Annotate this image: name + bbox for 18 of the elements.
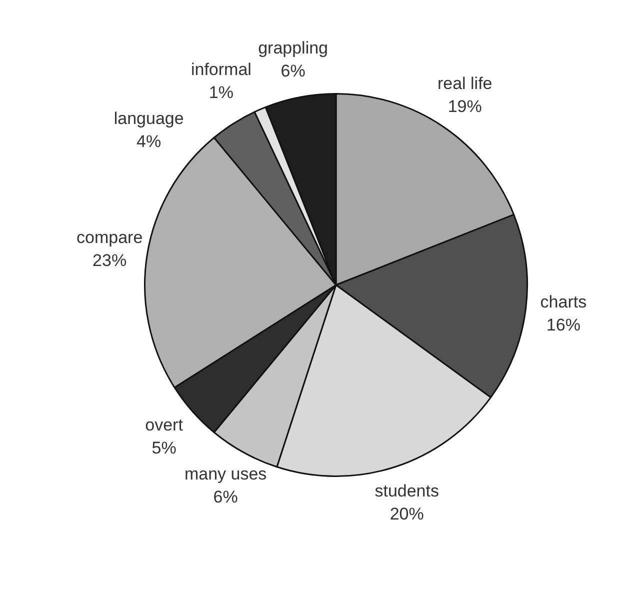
data-label: 6% — [280, 62, 306, 80]
data-label: 20% — [390, 504, 424, 524]
data-label: 16% — [546, 315, 580, 334]
slice-label: charts — [540, 292, 587, 312]
slice-label: many uses — [184, 464, 267, 484]
slice-label: grappling — [258, 38, 328, 58]
slice-label: real life — [437, 74, 492, 94]
data-label: 23% — [92, 250, 127, 270]
data-label: 6% — [213, 488, 238, 507]
slice-label: language — [114, 109, 184, 128]
data-label: 1% — [208, 83, 234, 102]
slice-label: overt — [145, 415, 184, 434]
slice-label: informal — [190, 60, 252, 80]
data-label: 19% — [448, 97, 482, 116]
slice-label: students — [374, 482, 439, 501]
data-label: 4% — [136, 132, 162, 152]
data-label: 5% — [152, 438, 176, 458]
slice-label: compare — [76, 228, 143, 247]
